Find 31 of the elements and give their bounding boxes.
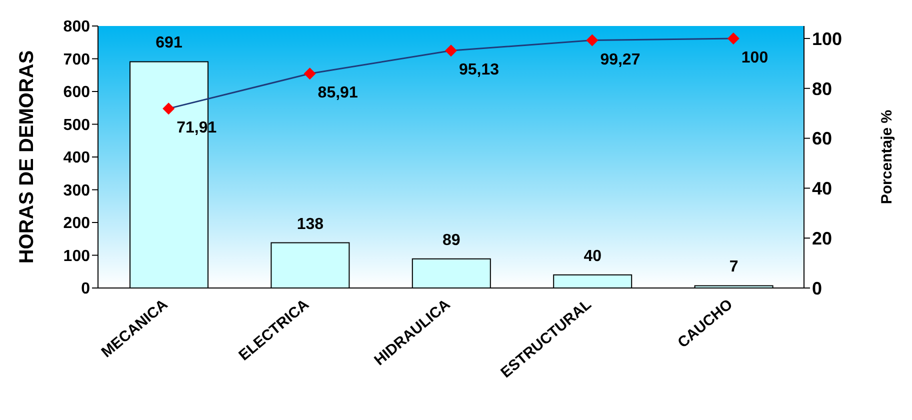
y-tick-label: 400 bbox=[63, 150, 90, 167]
point bbox=[445, 44, 457, 57]
data-label: 95,13 bbox=[459, 62, 500, 79]
y-tick-label: 100 bbox=[63, 248, 90, 265]
y2-tick-label: 60 bbox=[812, 128, 832, 149]
point bbox=[304, 68, 316, 80]
data-label: 7 bbox=[729, 258, 738, 276]
y-tick-label: 600 bbox=[63, 84, 90, 102]
point bbox=[586, 34, 598, 46]
point bbox=[162, 102, 175, 115]
point bbox=[727, 32, 740, 44]
y-axis-title: HORAS DE DEMORAS bbox=[16, 50, 38, 264]
y-tick-label: 800 bbox=[63, 18, 90, 36]
data-label: 138 bbox=[296, 216, 324, 233]
data-label: 99,27 bbox=[600, 51, 640, 68]
data-label: 89 bbox=[442, 232, 460, 249]
y2-tick-label: 20 bbox=[812, 228, 832, 248]
data-label: 40 bbox=[584, 248, 602, 265]
y2-axis-title: Porcentaje % bbox=[878, 110, 896, 204]
y2-tick-label: 0 bbox=[812, 278, 822, 298]
data-label: 691 bbox=[156, 34, 182, 52]
y-tick-label: 0 bbox=[81, 280, 90, 298]
data-label: 85,91 bbox=[318, 84, 358, 102]
y2-tick-label: 100 bbox=[812, 28, 842, 49]
y2-tick-label: 80 bbox=[812, 78, 832, 99]
y-tick-label: 500 bbox=[63, 116, 90, 134]
data-label: 100 bbox=[741, 49, 768, 66]
y-tick-label: 200 bbox=[63, 215, 90, 232]
y2-tick-label: 40 bbox=[812, 178, 832, 199]
y-tick-label: 300 bbox=[63, 182, 90, 200]
y-tick-label: 700 bbox=[63, 51, 90, 68]
